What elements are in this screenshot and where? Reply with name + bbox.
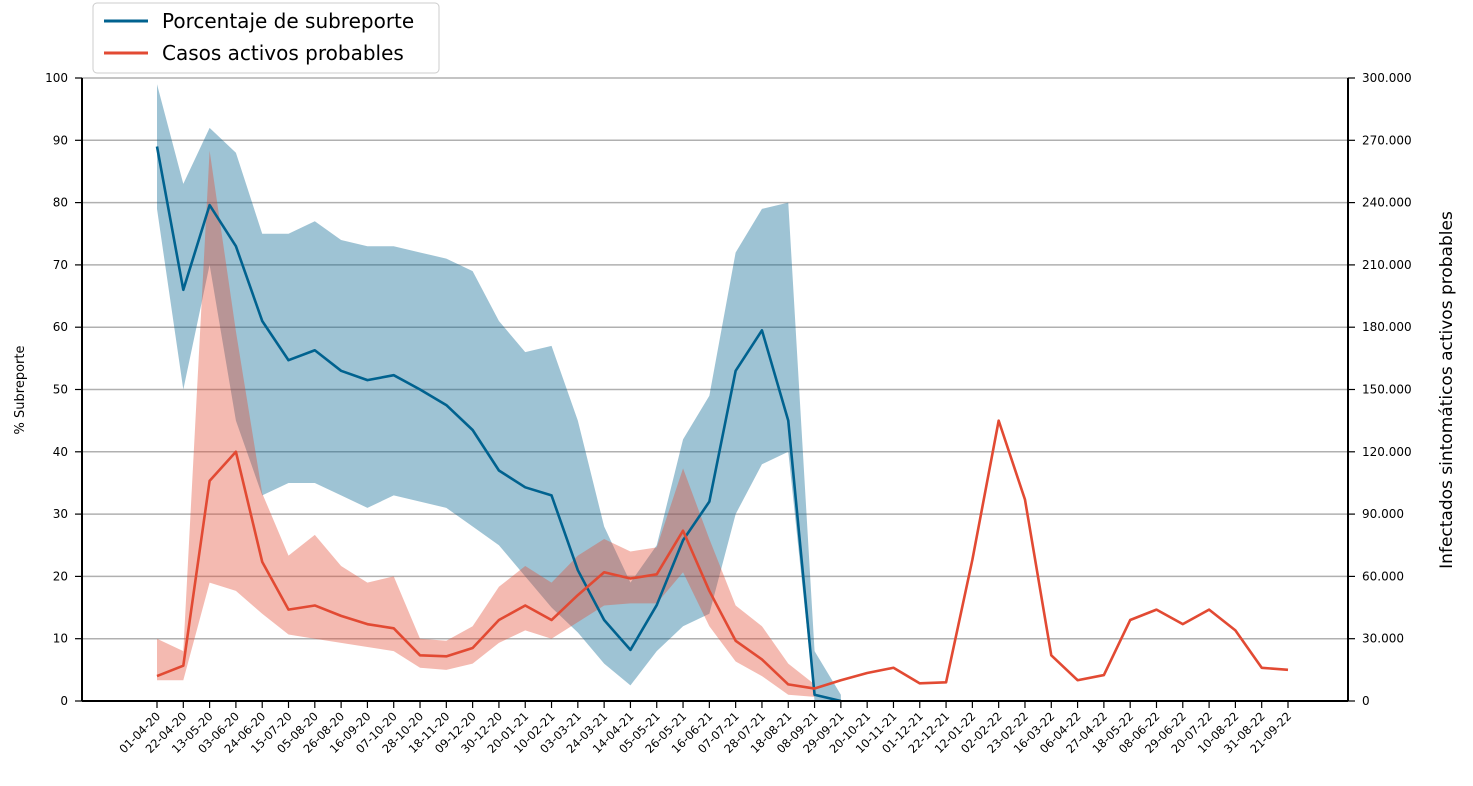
y2-tick-label: 30.000: [1362, 632, 1404, 646]
y-tick-label: 40: [53, 445, 68, 459]
legend-label: Casos activos probables: [162, 41, 404, 65]
y2-tick-label: 180.000: [1362, 320, 1412, 334]
y2-tick-label: 60.000: [1362, 569, 1404, 583]
y2-tick-label: 150.000: [1362, 383, 1412, 397]
y2-tick-label: 270.000: [1362, 133, 1412, 147]
legend-label: Porcentaje de subreporte: [162, 9, 414, 33]
y-tick-label: 20: [53, 569, 68, 583]
data-line: [156, 419, 1289, 690]
y2-tick-label: 240.000: [1362, 196, 1412, 210]
y-tick-label: 10: [53, 632, 68, 646]
y-tick-label: 30: [53, 507, 68, 521]
data-line: [155, 146, 842, 703]
y2-tick-label: 0: [1362, 694, 1370, 708]
y2-axis-label: Infectados sintomáticos activos probable…: [1437, 211, 1457, 569]
y-axis-label: % Subreporte: [13, 346, 28, 435]
y-tick-label: 70: [53, 258, 68, 272]
y-tick-label: 50: [53, 383, 68, 397]
y2-tick-label: 90.000: [1362, 507, 1404, 521]
confidence-band: [157, 150, 815, 697]
y-tick-label: 0: [60, 694, 68, 708]
y-tick-label: 80: [53, 196, 68, 210]
y2-tick-label: 120.000: [1362, 445, 1412, 459]
y2-tick-label: 300.000: [1362, 71, 1412, 85]
y-tick-label: 100: [45, 71, 68, 85]
y-tick-label: 90: [53, 133, 68, 147]
y2-tick-label: 210.000: [1362, 258, 1412, 272]
legend: Porcentaje de subreporte Casos activos pr…: [92, 2, 440, 74]
y-tick-label: 60: [53, 320, 68, 334]
legend-box: [92, 2, 440, 74]
confidence-band: [157, 84, 841, 702]
